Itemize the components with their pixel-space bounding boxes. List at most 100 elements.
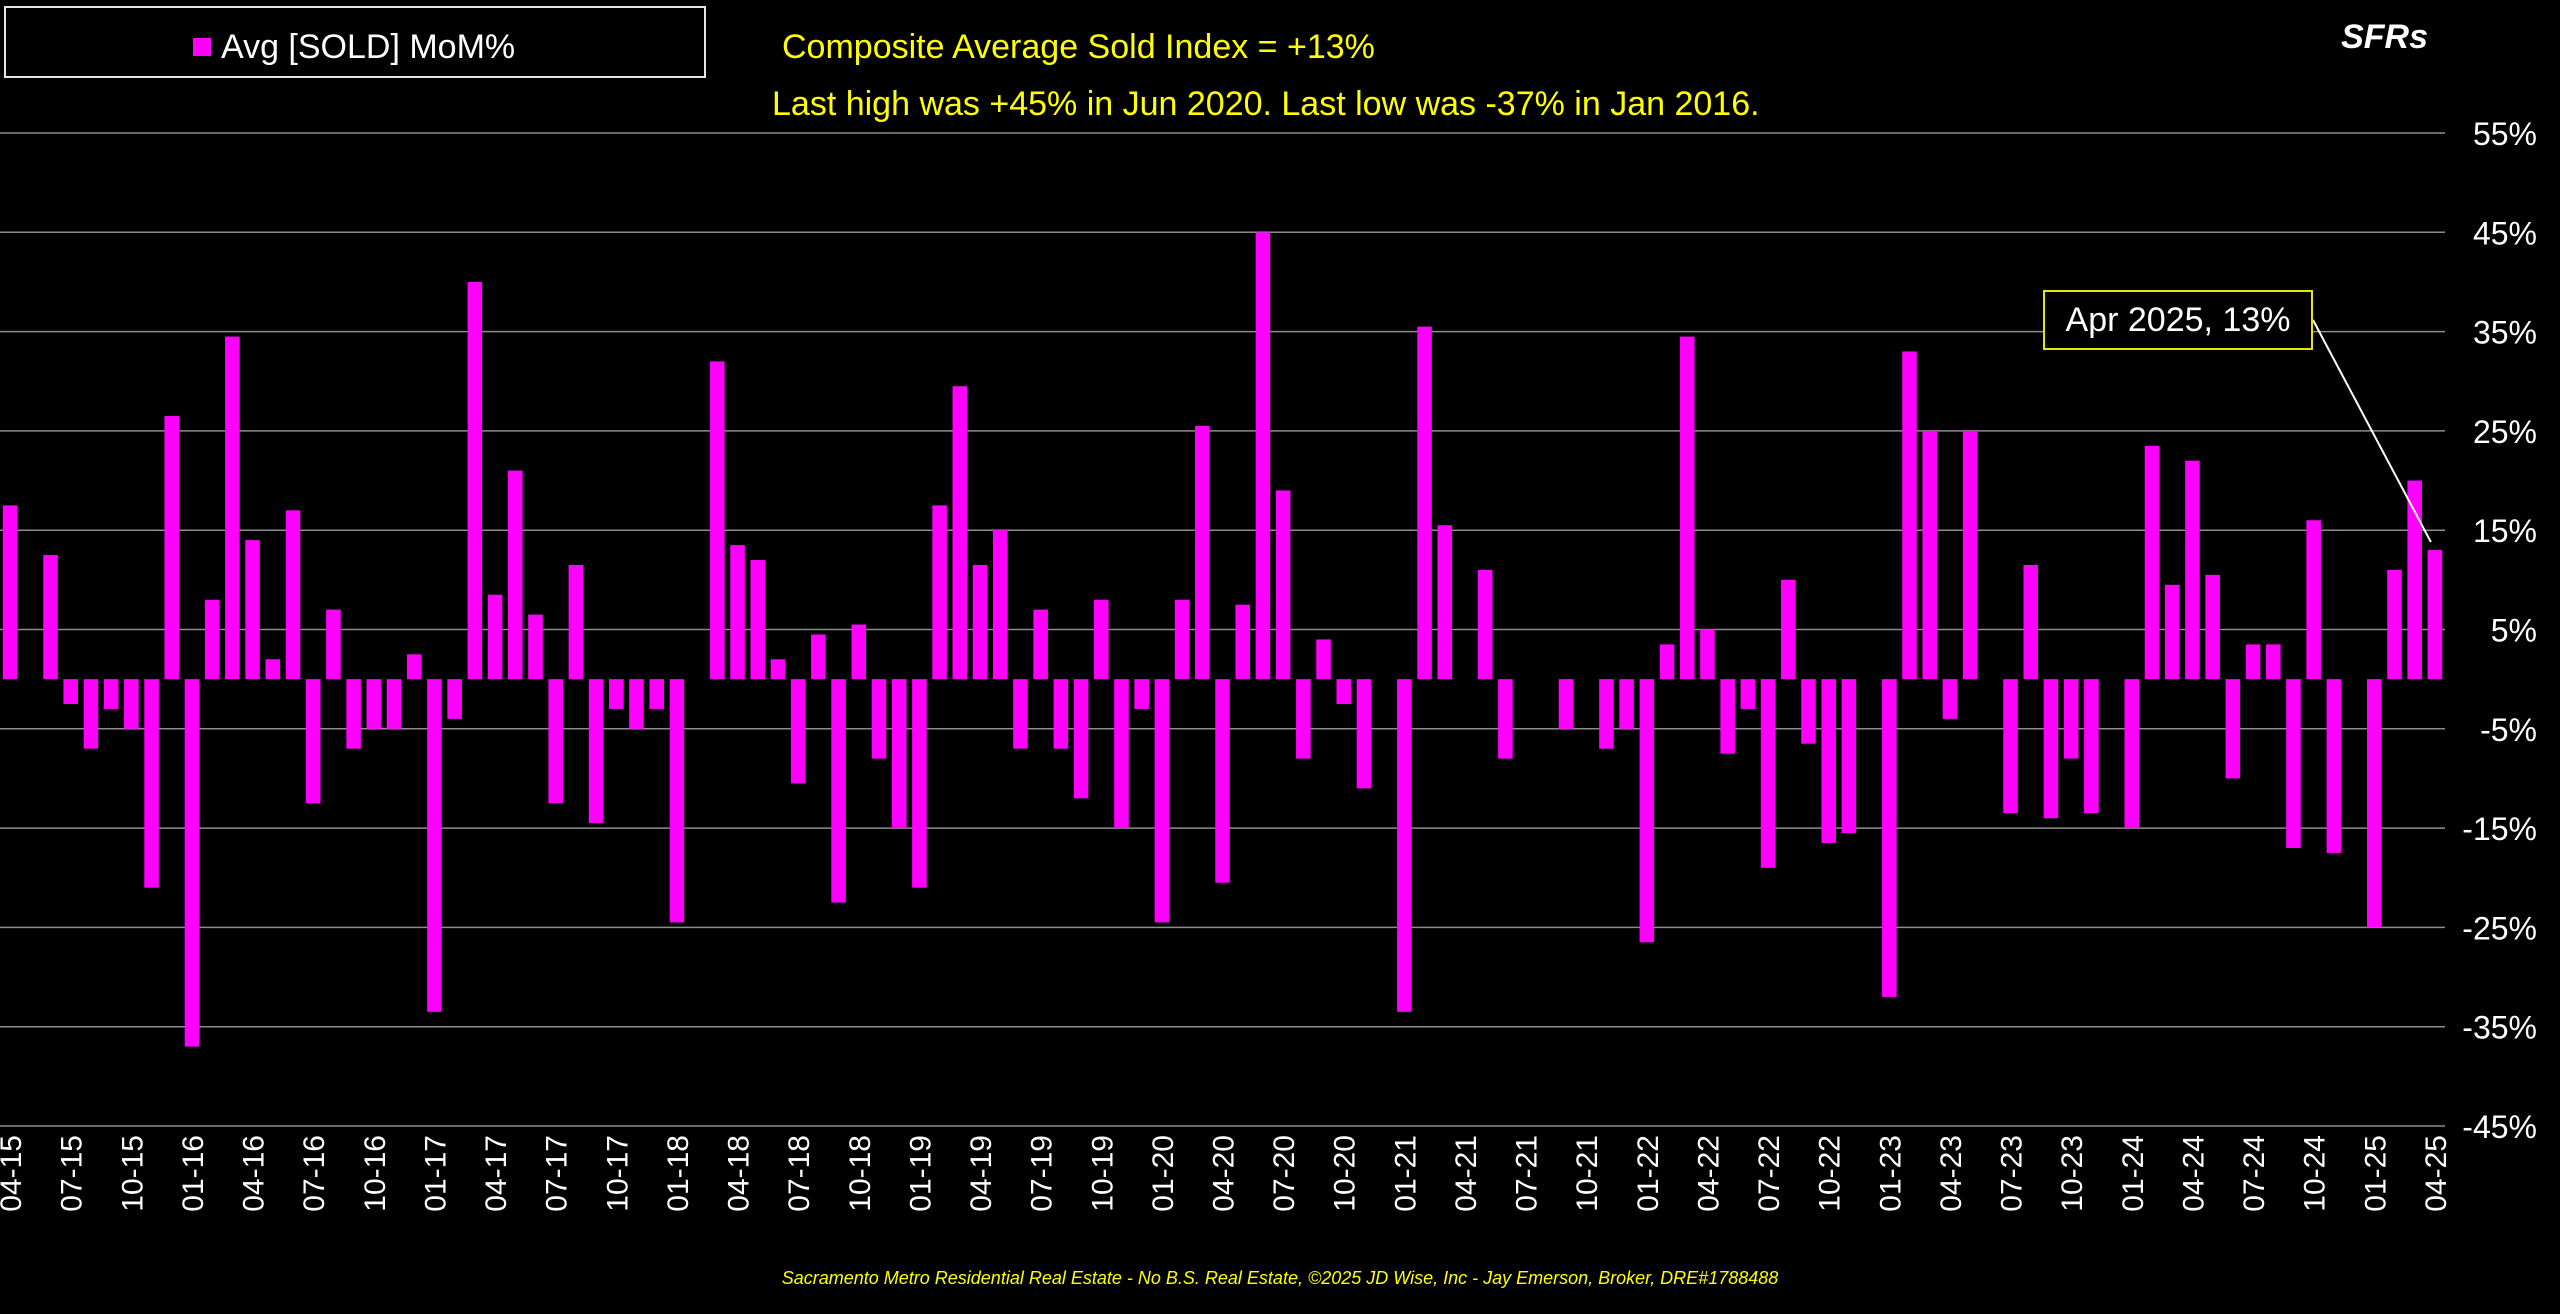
bar — [2144, 445, 2160, 680]
bar — [467, 281, 483, 680]
y-tick-label: -5% — [2480, 712, 2537, 748]
bar — [2043, 679, 2059, 819]
bar — [2225, 679, 2241, 779]
bar — [1356, 679, 1372, 789]
bar — [406, 654, 422, 680]
y-tick-label: 55% — [2473, 116, 2537, 152]
bar — [225, 336, 240, 680]
x-tick-label: 01-17 — [419, 1135, 452, 1212]
x-tick-label: 10-22 — [1814, 1135, 1847, 1212]
x-tick-label: 10-24 — [2299, 1135, 2332, 1212]
legend: Avg [SOLD] MoM% — [4, 6, 706, 78]
x-tick-label: 04-21 — [1450, 1135, 1483, 1212]
x-tick-label: 01-16 — [177, 1135, 210, 1212]
bar — [1599, 679, 1614, 749]
bar — [245, 540, 260, 680]
bar — [528, 614, 543, 680]
bar — [1417, 326, 1432, 680]
x-axis-tick-labels: 04-15 07-15 10-15 01-16 04-16 07-16 10-16 01-17… — [0, 1135, 2453, 1212]
bar — [730, 545, 745, 680]
footer-credit: Sacramento Metro Residential Real Estate… — [781, 1268, 1779, 1288]
bar — [2, 505, 18, 680]
bar — [2367, 679, 2382, 928]
bar — [184, 679, 200, 1047]
bar — [1740, 679, 1756, 709]
x-tick-label: 04-20 — [1208, 1135, 1241, 1212]
legend-swatch — [193, 38, 211, 56]
x-tick-label: 04-23 — [1935, 1135, 1968, 1212]
bar — [83, 679, 99, 749]
y-tick-label: -15% — [2462, 811, 2537, 847]
bar — [204, 599, 220, 680]
bar — [2205, 574, 2220, 680]
bar — [891, 679, 907, 829]
bar — [1498, 679, 1513, 759]
legend-label: Avg [SOLD] MoM% — [221, 28, 516, 66]
bar — [1255, 232, 1271, 680]
bar — [1174, 599, 1190, 680]
x-tick-label: 04-19 — [965, 1135, 998, 1212]
bar — [2164, 584, 2180, 680]
x-tick-label: 01-22 — [1632, 1135, 1665, 1212]
bar — [305, 679, 321, 804]
bar — [568, 564, 584, 680]
bar — [1296, 679, 1311, 759]
bar — [2124, 679, 2140, 829]
x-tick-label: 04-17 — [480, 1135, 513, 1212]
x-tick-label: 01-18 — [662, 1135, 695, 1212]
bar — [1336, 679, 1352, 704]
bar — [1619, 679, 1634, 729]
bar — [1679, 336, 1695, 680]
bar — [609, 679, 624, 709]
bar — [144, 679, 159, 888]
bar — [770, 659, 786, 680]
bar — [2427, 550, 2443, 680]
bar — [487, 594, 503, 680]
bar — [811, 634, 826, 680]
x-tick-label: 07-21 — [1511, 1135, 1544, 1212]
bar — [507, 470, 523, 680]
bar — [750, 559, 766, 680]
bar — [2185, 460, 2200, 680]
bars — [2, 232, 2443, 1047]
x-tick-label: 04-22 — [1692, 1135, 1725, 1212]
x-tick-label: 04-15 — [0, 1135, 28, 1212]
x-tick-label: 07-18 — [783, 1135, 816, 1212]
bar — [1760, 679, 1776, 868]
x-tick-label: 10-16 — [359, 1135, 392, 1212]
bar — [952, 386, 968, 680]
bar — [265, 659, 281, 680]
x-tick-label: 01-23 — [1874, 1135, 1907, 1212]
bar — [285, 510, 301, 680]
x-tick-label: 07-20 — [1268, 1135, 1301, 1212]
bar — [1397, 679, 1412, 1012]
bar — [1720, 679, 1735, 754]
y-tick-label: -25% — [2462, 910, 2537, 946]
x-tick-label: 01-19 — [904, 1135, 937, 1212]
x-tick-label: 10-17 — [601, 1135, 634, 1212]
bar — [1922, 430, 1938, 680]
bar — [1134, 679, 1149, 709]
subtitle-index: Composite Average Sold Index = +13% — [782, 28, 1375, 66]
y-axis-tick-labels: 55% 45% 35% 25% 15% 5% -5% -15% -25% -35% -45% — [2462, 116, 2537, 1145]
x-tick-label: 07-16 — [298, 1135, 331, 1212]
x-tick-label: 01-24 — [2117, 1135, 2150, 1212]
bar — [548, 679, 563, 804]
bar — [2063, 679, 2079, 759]
bar — [2265, 644, 2281, 680]
bar — [1053, 679, 1069, 749]
x-tick-label: 07-17 — [541, 1135, 574, 1212]
bar — [871, 679, 887, 759]
bar — [1215, 679, 1230, 883]
bar — [649, 679, 664, 709]
x-tick-label: 07-19 — [1026, 1135, 1059, 1212]
bar — [1659, 644, 1675, 680]
gridlines — [0, 132, 2445, 1127]
bar — [2084, 679, 2099, 814]
bar — [1781, 579, 1796, 680]
bar — [1882, 679, 1897, 997]
bar — [1013, 679, 1028, 749]
x-tick-label: 01-25 — [2359, 1135, 2392, 1212]
bar — [790, 679, 806, 784]
